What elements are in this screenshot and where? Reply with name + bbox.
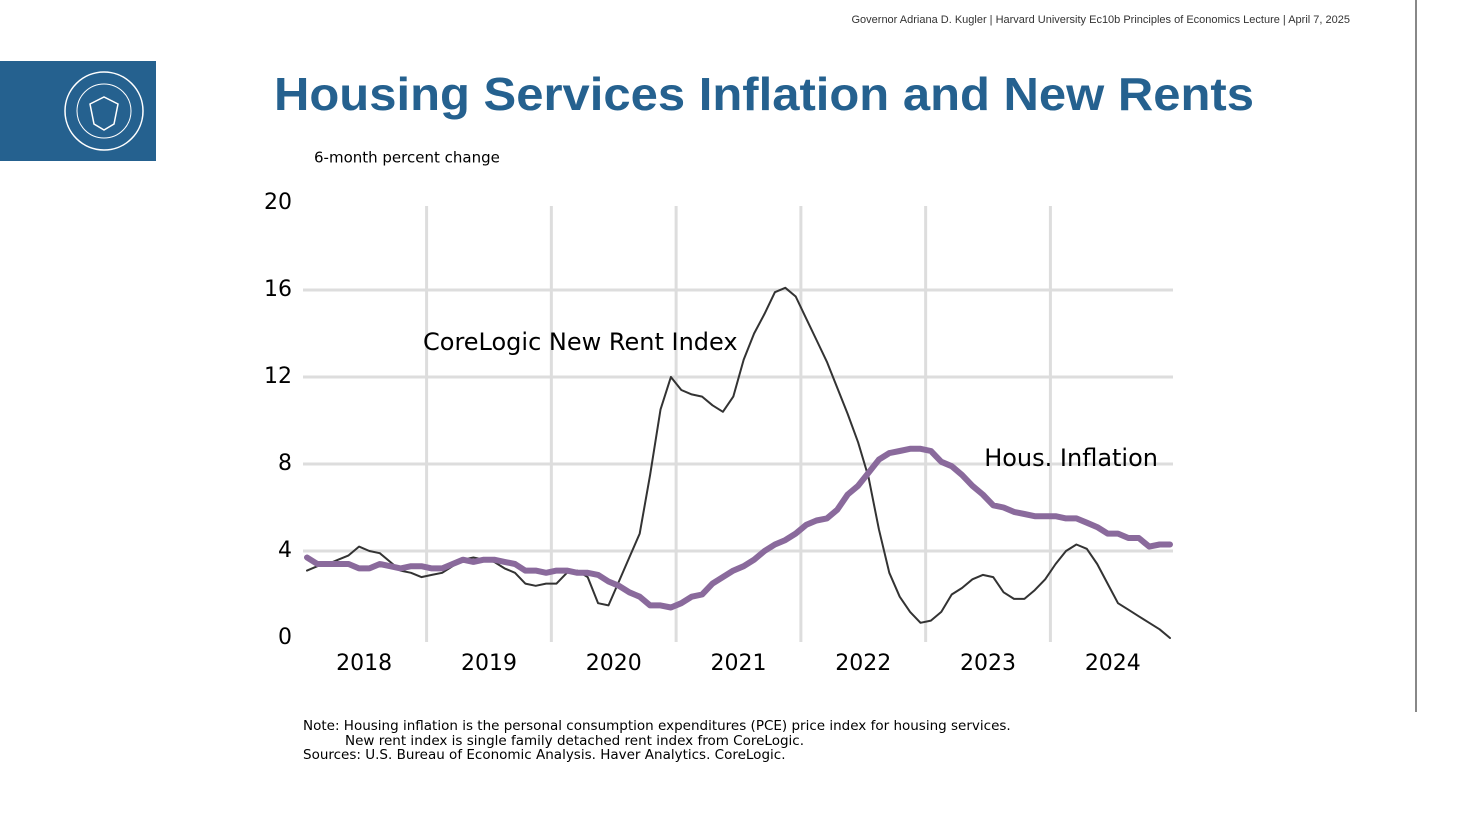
x-tick-label: 2019 (461, 651, 517, 676)
y-tick-label: 8 (278, 451, 292, 476)
series-label: CoreLogic New Rent Index (423, 328, 738, 356)
x-tick-label: 2018 (336, 651, 392, 676)
y-tick-label: 0 (278, 625, 292, 650)
seal (64, 71, 144, 151)
x-tick-label: 2021 (711, 651, 767, 676)
x-tick-label: 2022 (835, 651, 891, 676)
x-tick-label: 2023 (960, 651, 1016, 676)
y-tick-label: 16 (264, 277, 292, 302)
chart-title: Housing Services Inflation and New Rents (274, 68, 1254, 120)
logo-box (0, 61, 156, 161)
x-tick-label: 2020 (586, 651, 642, 676)
note: Sources: U.S. Bureau of Economic Analysi… (303, 747, 785, 763)
note: Note: Housing inflation is the personal … (303, 718, 1011, 734)
y-tick-label: 4 (278, 538, 292, 563)
note: New rent index is single family detached… (345, 733, 804, 749)
y-tick-label: 20 (264, 190, 292, 215)
y-axis-label: 6-month percent change (314, 149, 500, 167)
x-tick-label: 2024 (1085, 651, 1141, 676)
series-label: Hous. Inflation (984, 444, 1158, 472)
header: Governor Adriana D. Kugler | Harvard Uni… (851, 14, 1350, 26)
y-tick-label: 12 (264, 364, 292, 389)
series-line (304, 445, 1173, 611)
